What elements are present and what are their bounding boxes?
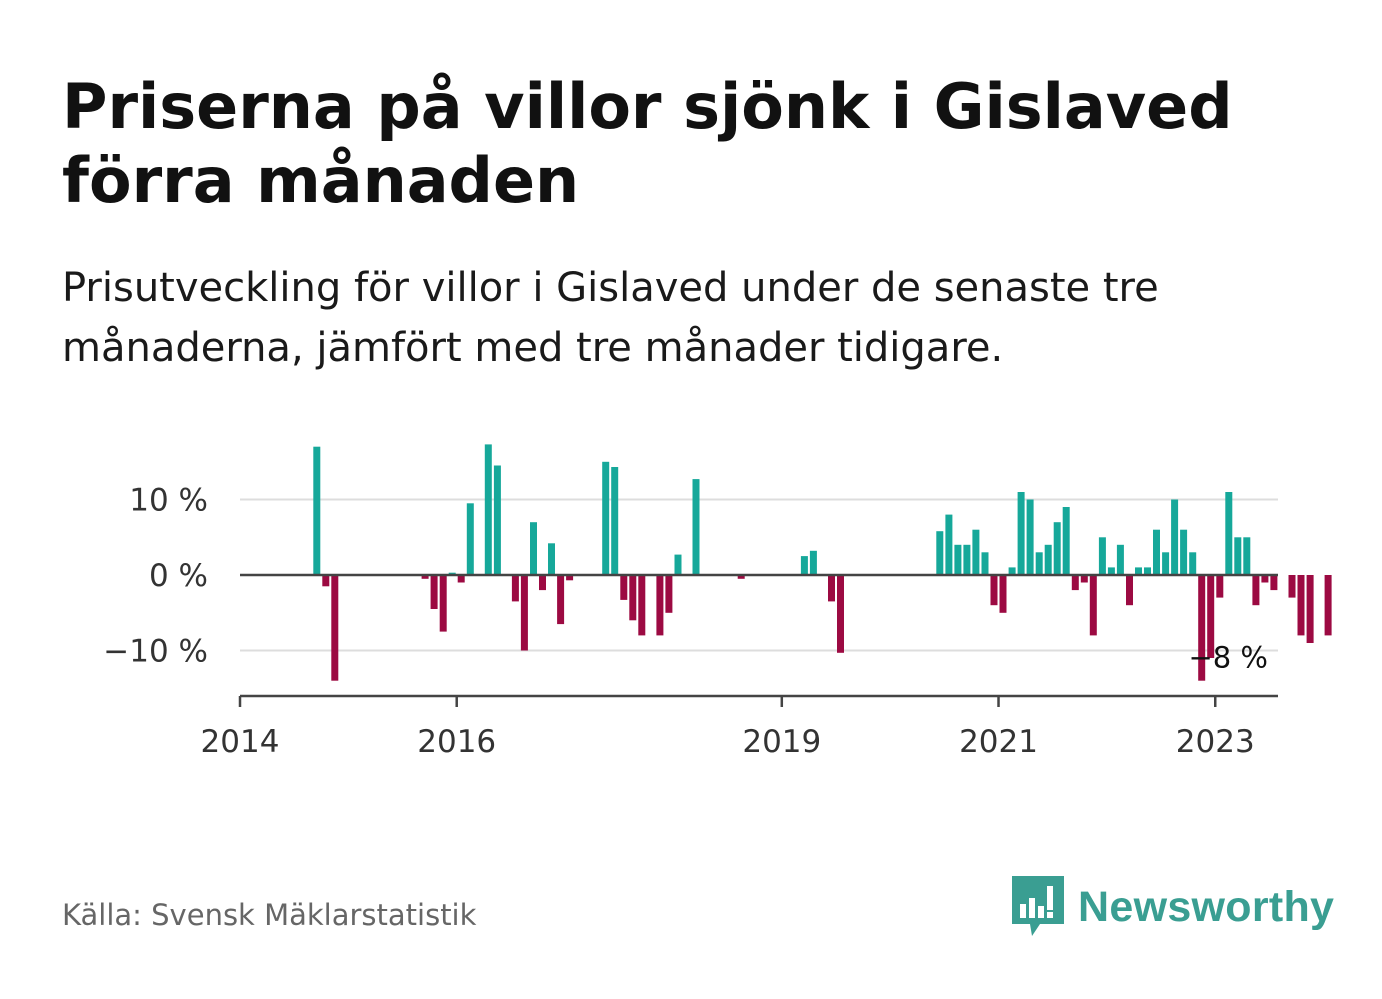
y-tick-label: 0 % (149, 558, 208, 594)
bar (439, 575, 447, 632)
bar (566, 575, 574, 581)
bar (945, 514, 953, 575)
bar (1162, 552, 1170, 575)
bar (1008, 567, 1016, 575)
bar (1225, 492, 1233, 575)
bar (331, 575, 339, 681)
bar (837, 575, 844, 653)
bar (999, 575, 1007, 613)
bar (620, 575, 628, 600)
bar (557, 575, 565, 625)
bar (602, 461, 610, 576)
bar (1126, 575, 1133, 606)
bar (1180, 529, 1188, 575)
bar (1243, 537, 1251, 576)
source-note: Källa: Svensk Mäklarstatistik (62, 898, 477, 932)
bar (1324, 575, 1332, 636)
bar (800, 556, 808, 575)
bar (981, 552, 989, 575)
y-tick-label: 10 % (129, 483, 208, 519)
x-tick-label: 2016 (417, 724, 496, 760)
bar (936, 531, 944, 575)
bar (828, 575, 835, 602)
bar (1107, 567, 1115, 575)
x-tick-label: 2021 (959, 724, 1038, 760)
bar-chart: 10 % 0 % −10 % 2014 2016 2019 2021 2023 −8 % (103, 444, 1332, 760)
axes (238, 573, 1278, 707)
bar (638, 575, 646, 636)
latest-value-label: −8 % (1188, 640, 1268, 674)
bar (1044, 544, 1052, 575)
bar (313, 446, 321, 575)
bar (972, 529, 980, 575)
newsworthy-logo: Newsworthy (1012, 876, 1334, 938)
bar (1026, 499, 1034, 575)
bar (1207, 575, 1215, 658)
bar (1297, 575, 1305, 636)
bar (665, 575, 673, 613)
bar (1288, 575, 1296, 598)
bar (457, 575, 465, 583)
gridlines (240, 498, 1278, 652)
bar (611, 467, 619, 575)
bar (1089, 575, 1097, 636)
newsworthy-bar-icon (1012, 876, 1064, 936)
bar (530, 522, 537, 576)
bar (1144, 567, 1151, 575)
bar (1071, 575, 1079, 591)
bar (493, 465, 501, 575)
bar (629, 575, 637, 621)
bars (313, 444, 1332, 681)
bar (1306, 575, 1314, 643)
bar (1234, 537, 1242, 576)
bar (954, 544, 962, 575)
bar (1053, 522, 1061, 576)
bar (1062, 507, 1070, 575)
bar (1171, 499, 1179, 575)
y-tick-label: −10 % (103, 634, 208, 670)
bar (421, 575, 429, 579)
bar (511, 575, 519, 602)
x-tick-label: 2023 (1176, 724, 1255, 760)
bar (809, 550, 817, 575)
bar (466, 503, 474, 575)
bar (548, 543, 555, 575)
bar (1080, 575, 1088, 583)
x-tick-label: 2019 (742, 724, 821, 760)
bar (1189, 552, 1197, 575)
chart-subtitle: Prisutveckling för villor i Gislaved und… (62, 265, 1159, 371)
bar (1270, 575, 1278, 591)
x-tick-label: 2014 (201, 724, 280, 760)
bar (520, 575, 528, 651)
bar (1252, 575, 1260, 606)
bar (1116, 544, 1124, 575)
bar (990, 575, 998, 606)
bar (692, 479, 700, 575)
brand-name: Newsworthy (1078, 882, 1335, 931)
bar (1035, 552, 1043, 575)
bar (1135, 567, 1142, 575)
bar (1198, 575, 1206, 681)
bar (484, 444, 492, 575)
bar (1216, 575, 1224, 598)
bar (656, 575, 664, 636)
bar (539, 575, 546, 591)
bar (1017, 492, 1025, 575)
bar (1098, 537, 1106, 576)
bar (1261, 575, 1269, 583)
bar (322, 575, 330, 587)
bar (963, 544, 971, 575)
y-axis-labels: 10 % 0 % −10 % (103, 483, 208, 670)
chart-title: Priserna på villor sjönk i Gislaved förr… (62, 70, 1233, 217)
bar (430, 575, 438, 609)
bar (1153, 529, 1160, 575)
bar (674, 554, 682, 575)
bar (737, 575, 745, 579)
x-axis-labels: 2014 2016 2019 2021 2023 (201, 724, 1255, 760)
